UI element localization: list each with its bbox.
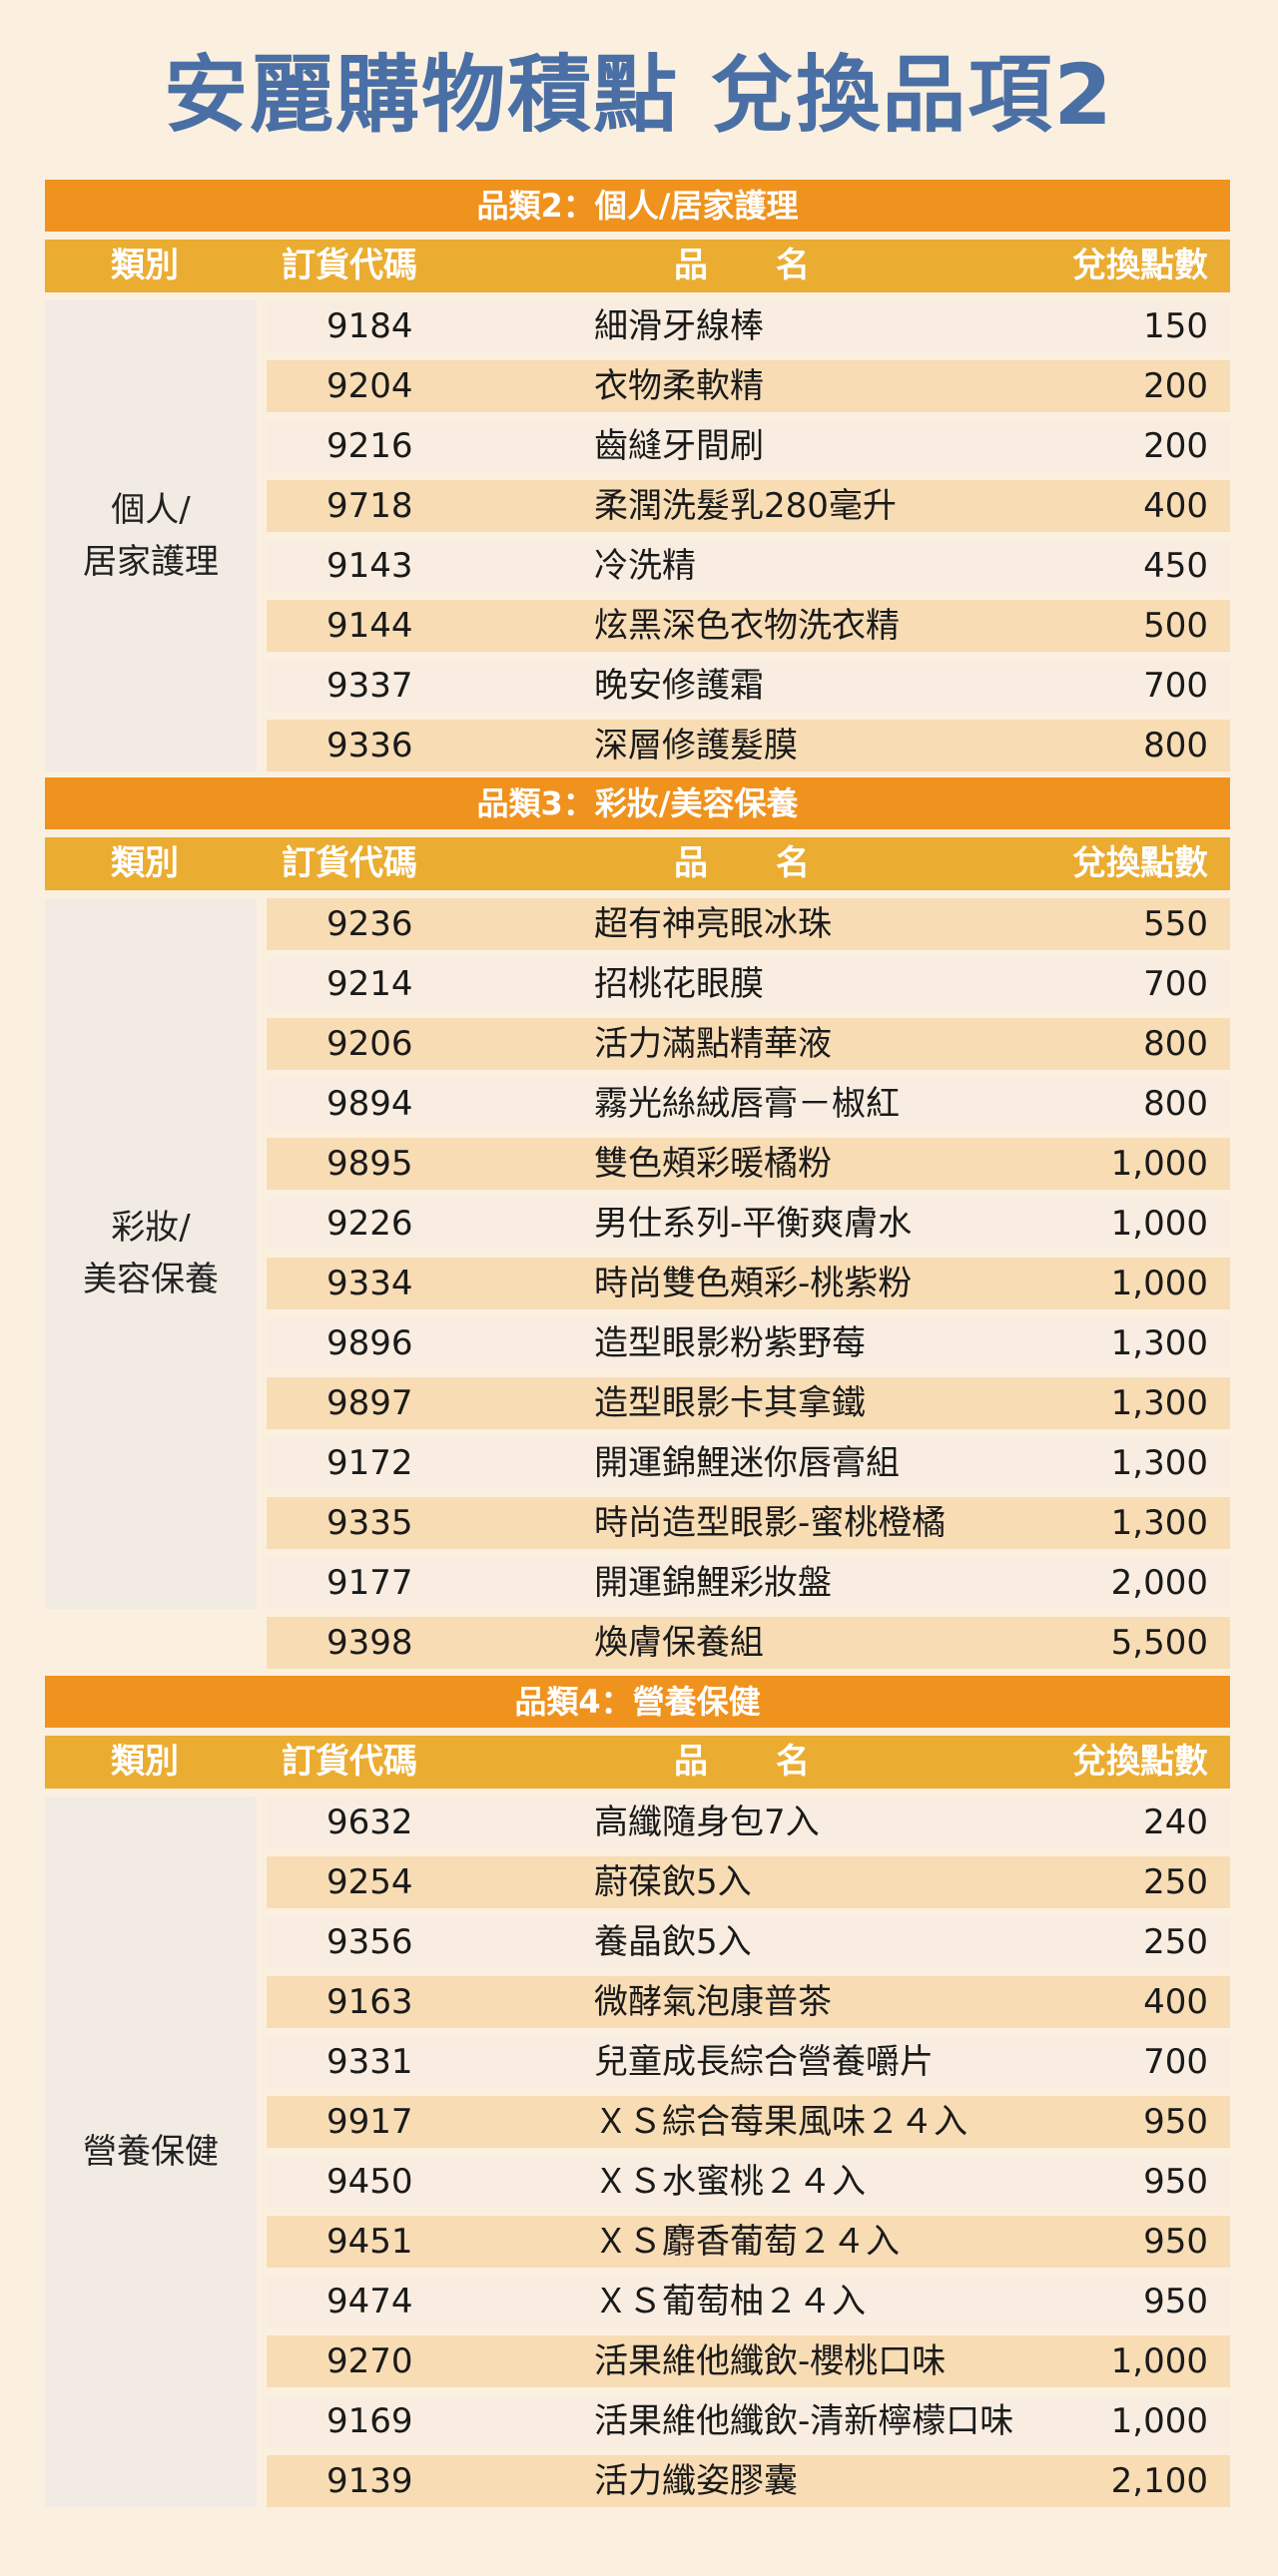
table-row: 9331 兒童成長綜合營養嚼片 700 (267, 2036, 1230, 2088)
table-row: 9335 時尚造型眼影-蜜桃橙橘 1,300 (267, 1497, 1230, 1549)
table-row: 9143 冷洗精 450 (267, 540, 1230, 592)
table-row: 9206 活力滿點精華液 800 (267, 1018, 1230, 1070)
table-row: 9917 ＸＳ綜合莓果風味２４入 950 (267, 2096, 1230, 2148)
table-row: 9897 造型眼影卡其拿鐵 1,300 (267, 1377, 1230, 1429)
table-row: 9474 ＸＳ葡萄柚２４入 950 (267, 2276, 1230, 2327)
table-row: 9895 雙色頰彩暖橘粉 1,000 (267, 1138, 1230, 1190)
page-title: 安麗購物積點 兌換品項2 (164, 46, 1114, 144)
table-row: 9236 超有神亮眼冰珠 550 (267, 898, 1230, 950)
table-row: 9169 活果維他纖飲-清新檸檬口味 1,000 (267, 2395, 1230, 2447)
section-body: 彩妝/ 美容保養 9236 超有神亮眼冰珠 550 9214 招桃花眼膜 700 920… (45, 898, 1230, 1669)
table-row: 9254 蔚葆飲5入 250 (267, 1856, 1230, 1908)
col-name: 品 名 (674, 246, 810, 285)
section-header: 品類3：彩妝/美容保養 (45, 777, 1230, 829)
table-row: 9337 晚安修護霜 700 (267, 660, 1230, 712)
col-code: 訂貨代碼 (282, 843, 417, 883)
section-makeup-skincare: 品類3：彩妝/美容保養 類別 訂貨代碼 品 名 兌換點數 彩妝/ 美容保養 92… (45, 777, 1230, 1669)
table-row: 9894 霧光絲絨唇膏－椒紅 800 (267, 1078, 1230, 1130)
section-body: 營養保健 9632 高纖隨身包7入 240 9254 蔚葆飲5入 250 9356 養晶飲… (45, 1797, 1230, 2507)
table-row: 9144 炫黑深色衣物洗衣精 500 (267, 600, 1230, 652)
category-cell: 彩妝/ 美容保養 (45, 898, 257, 1609)
table-row: 9336 深層修護髮膜 800 (267, 720, 1230, 772)
section-header: 品類4：營養保健 (45, 1676, 1230, 1728)
col-category: 類別 (111, 246, 179, 285)
category-cell: 營養保健 (45, 1797, 257, 2507)
column-header-row: 類別 訂貨代碼 品 名 兌換點數 (45, 1736, 1230, 1789)
column-header-row: 類別 訂貨代碼 品 名 兌換點數 (45, 837, 1230, 890)
table-row: 9896 造型眼影粉紫野莓 1,300 (267, 1317, 1230, 1369)
table-row: 9398 煥膚保養組 5,500 (267, 1617, 1230, 1669)
table-row: 9184 細滑牙線棒 150 (267, 300, 1230, 352)
table-row: 9632 高纖隨身包7入 240 (267, 1797, 1230, 1848)
table-row: 9172 開運錦鯉迷你唇膏組 1,300 (267, 1437, 1230, 1489)
table-row: 9163 微酵氣泡康普茶 400 (267, 1976, 1230, 2028)
section-nutrition: 品類4：營養保健 類別 訂貨代碼 品 名 兌換點數 營養保健 9632 高纖隨身包… (45, 1676, 1230, 2507)
table-row: 9226 男仕系列-平衡爽膚水 1,000 (267, 1198, 1230, 1250)
table-row: 9451 ＸＳ麝香葡萄２４入 950 (267, 2216, 1230, 2268)
category-cell: 個人/ 居家護理 (45, 300, 257, 772)
table-row: 9270 活果維他纖飲-櫻桃口味 1,000 (267, 2335, 1230, 2387)
table-row: 9139 活力纖姿膠囊 2,100 (267, 2455, 1230, 2507)
table-row: 9216 齒縫牙間刷 200 (267, 420, 1230, 472)
col-code: 訂貨代碼 (282, 246, 417, 285)
col-category: 類別 (111, 1742, 179, 1782)
col-points: 兌換點數 (1072, 246, 1208, 285)
section-header: 品類2：個人/居家護理 (45, 180, 1230, 232)
col-name: 品 名 (674, 1742, 810, 1782)
table-row: 9214 招桃花眼膜 700 (267, 958, 1230, 1010)
column-header-row: 類別 訂貨代碼 品 名 兌換點數 (45, 240, 1230, 292)
table-row: 9204 衣物柔軟精 200 (267, 360, 1230, 412)
table-row: 9718 柔潤洗髮乳280毫升 400 (267, 480, 1230, 532)
col-name: 品 名 (674, 843, 810, 883)
col-code: 訂貨代碼 (282, 1742, 417, 1782)
table-row: 9177 開運錦鯉彩妝盤 2,000 (267, 1557, 1230, 1609)
section-body: 個人/ 居家護理 9184 細滑牙線棒 150 9204 衣物柔軟精 200 9216 齒… (45, 300, 1230, 772)
table-row: 9356 養晶飲5入 250 (267, 1916, 1230, 1968)
col-points: 兌換點數 (1072, 843, 1208, 883)
col-points: 兌換點數 (1072, 1742, 1208, 1782)
section-personal-care: 品類2：個人/居家護理 類別 訂貨代碼 品 名 兌換點數 個人/ 居家護理 91… (45, 180, 1230, 772)
table-row: 9334 時尚雙色頰彩-桃紫粉 1,000 (267, 1258, 1230, 1309)
col-category: 類別 (111, 843, 179, 883)
table-row: 9450 ＸＳ水蜜桃２４入 950 (267, 2156, 1230, 2208)
